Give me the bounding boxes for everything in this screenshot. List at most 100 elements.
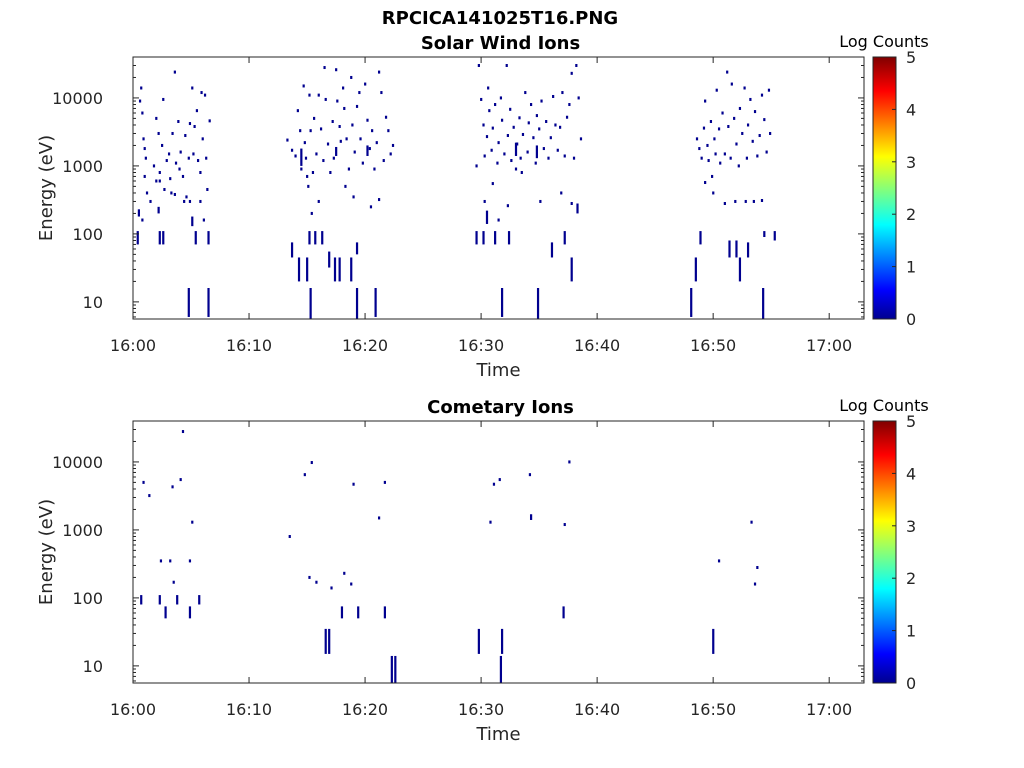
data-point xyxy=(302,84,305,88)
data-point xyxy=(552,94,555,98)
data-bar xyxy=(712,628,715,654)
data-point xyxy=(500,118,504,122)
data-bar xyxy=(137,209,141,217)
plot-frame xyxy=(132,420,865,684)
data-point xyxy=(477,63,480,67)
colorbar-tick-label: 4 xyxy=(906,464,916,483)
data-point xyxy=(560,191,563,195)
data-point xyxy=(542,147,545,151)
x-axis-label: Time xyxy=(475,724,520,745)
x-tick-label: 17:00 xyxy=(806,700,852,719)
data-point xyxy=(751,139,754,143)
x-tick-label: 16:20 xyxy=(342,336,388,355)
data-point xyxy=(143,147,146,151)
data-bar xyxy=(157,206,160,214)
data-point xyxy=(371,129,374,133)
data-point xyxy=(173,192,176,196)
data-point xyxy=(729,156,732,160)
data-bar xyxy=(158,231,161,245)
data-bar xyxy=(158,595,161,605)
y-axis-label: Energy (eV) xyxy=(36,135,57,241)
data-point xyxy=(313,116,316,120)
x-tick-label: 16:50 xyxy=(690,700,736,719)
data-point xyxy=(763,118,766,122)
data-bar xyxy=(507,231,511,245)
chart-title: Solar Wind Ions xyxy=(421,33,580,54)
data-bar xyxy=(366,145,369,156)
data-point xyxy=(746,123,750,127)
data-point xyxy=(570,71,573,75)
data-point xyxy=(753,110,757,114)
data-bar xyxy=(191,216,194,227)
data-point xyxy=(165,159,168,163)
data-point xyxy=(345,137,348,141)
data-point xyxy=(324,97,327,101)
data-point xyxy=(350,75,353,79)
data-point xyxy=(709,120,713,124)
data-point xyxy=(521,132,525,136)
data-point xyxy=(195,109,199,113)
data-point xyxy=(171,131,174,135)
data-point xyxy=(519,156,522,160)
colorbar-tick-label: 2 xyxy=(906,569,916,588)
colorbar-tick-label: 0 xyxy=(906,310,916,329)
data-point xyxy=(343,106,346,110)
data-point xyxy=(483,154,486,158)
data-point xyxy=(498,478,501,482)
data-point xyxy=(202,218,205,222)
data-point xyxy=(191,86,194,90)
data-point xyxy=(750,520,753,524)
data-point xyxy=(329,171,332,175)
y-tick-label: 10000 xyxy=(52,453,103,472)
data-point xyxy=(159,559,163,563)
data-bar xyxy=(485,210,489,224)
data-point xyxy=(702,126,706,130)
data-bar xyxy=(535,145,538,159)
data-bar xyxy=(309,288,312,319)
data-point xyxy=(563,523,566,527)
data-point xyxy=(568,460,571,464)
colorbar-label: Log Counts xyxy=(839,396,929,415)
data-point xyxy=(726,70,729,74)
data-point xyxy=(391,143,395,147)
colorbar xyxy=(872,56,897,320)
data-point xyxy=(734,199,737,203)
data-point xyxy=(294,154,297,158)
data-bar xyxy=(494,231,497,245)
data-bar xyxy=(773,231,776,241)
data-point xyxy=(710,174,714,178)
data-point xyxy=(199,171,202,175)
data-bar xyxy=(207,231,210,245)
data-bar xyxy=(499,655,503,683)
figure-title: RPCICA141025T16.PNG xyxy=(382,8,618,29)
x-tick-label: 16:30 xyxy=(458,336,504,355)
data-point xyxy=(351,123,354,127)
data-bar xyxy=(735,240,738,258)
data-point xyxy=(299,129,302,133)
data-point xyxy=(704,181,707,185)
data-bar xyxy=(164,606,167,619)
data-bar xyxy=(335,146,338,156)
data-point xyxy=(193,124,196,128)
data-point xyxy=(196,159,200,163)
data-point xyxy=(520,171,523,175)
data-point xyxy=(361,161,364,165)
data-point xyxy=(315,152,318,156)
data-point xyxy=(492,482,496,486)
data-point xyxy=(369,205,373,209)
colorbar-tick-label: 5 xyxy=(906,48,916,67)
data-point xyxy=(741,131,744,135)
data-point xyxy=(527,121,530,125)
data-point xyxy=(538,127,541,131)
data-point xyxy=(304,156,308,160)
data-point xyxy=(138,99,142,103)
data-point xyxy=(177,120,180,124)
data-point xyxy=(545,120,548,124)
data-point xyxy=(494,103,497,107)
data-point xyxy=(760,93,764,97)
data-point xyxy=(514,167,518,171)
data-point xyxy=(188,122,192,126)
data-bar xyxy=(297,257,301,282)
data-point xyxy=(577,96,580,100)
